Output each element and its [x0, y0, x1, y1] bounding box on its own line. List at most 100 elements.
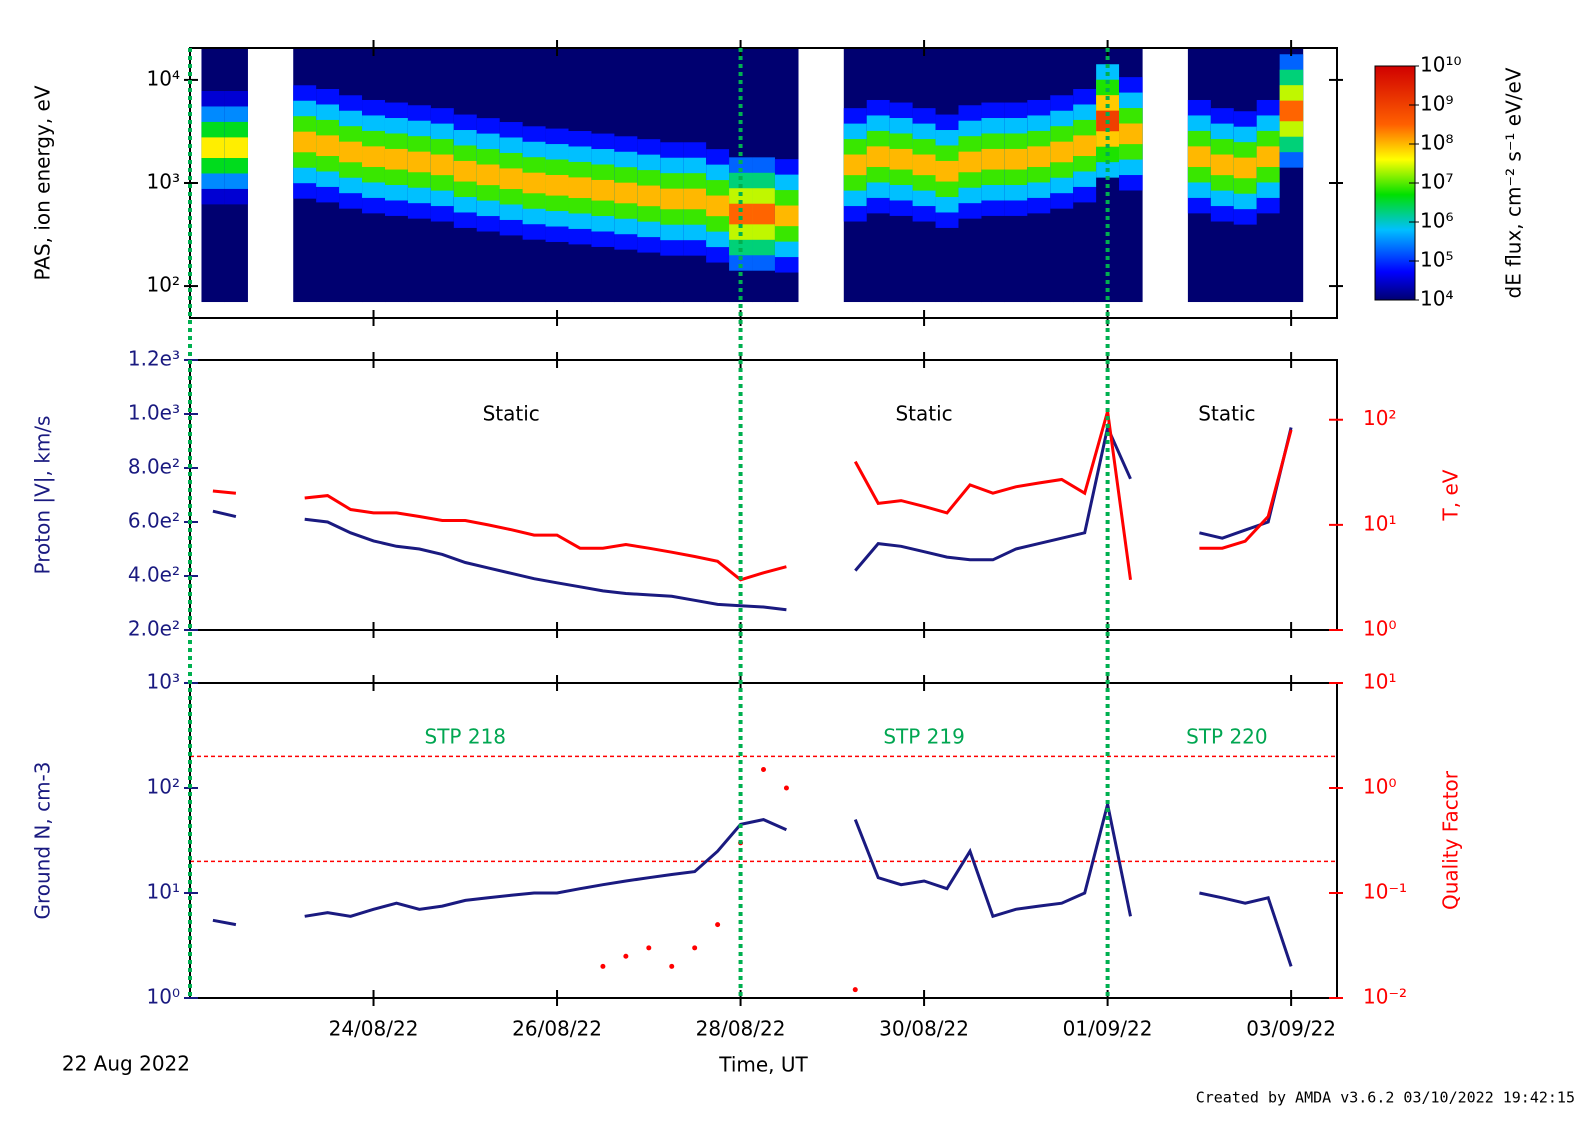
x-tick-label: 03/09/22	[1246, 1017, 1336, 1041]
colorbar-tick-label: 10⁵	[1420, 248, 1453, 272]
y-tick-label: 10⁰	[147, 985, 180, 1009]
spectrogram-column	[866, 48, 891, 303]
spectrogram-column	[1027, 48, 1051, 303]
spectrogram-column	[1073, 48, 1097, 303]
spectrogram-column	[660, 48, 684, 303]
annotation: Static	[1198, 402, 1255, 426]
point	[761, 767, 766, 773]
spectrogram-band	[1027, 146, 1051, 167]
spectrogram-column	[522, 48, 547, 303]
series-line	[212, 803, 1293, 967]
point	[646, 945, 652, 951]
colorbar-tick-label: 10⁹	[1420, 92, 1453, 116]
spectrogram-band	[1050, 141, 1074, 163]
spectrogram-column	[1210, 48, 1235, 303]
point	[669, 963, 675, 969]
spectrogram-band	[545, 174, 570, 196]
y2-tick-label: 10⁻²	[1363, 985, 1407, 1009]
colorbar	[1374, 65, 1416, 301]
spectrogram-column	[1004, 48, 1028, 303]
x-tick-label: 28/08/22	[696, 1017, 786, 1041]
spectrogram-band	[1004, 148, 1028, 170]
credit: Created by AMDA v3.6.2 03/10/2022 19:42:…	[1196, 1089, 1575, 1107]
spectrogram-band	[201, 137, 226, 159]
colorbar-tick-label: 10⁸	[1420, 131, 1453, 155]
spectrogram-column	[384, 48, 409, 303]
spectrogram-band	[1210, 154, 1235, 176]
y-tick-label: 2.0e²	[128, 617, 180, 641]
y-tick-label: 4.0e²	[128, 563, 180, 587]
spectrogram-band	[1119, 123, 1143, 145]
spectrogram-column	[293, 48, 317, 303]
y-axis-label: Ground N, cm-3	[31, 761, 55, 919]
spectrogram-column	[339, 48, 363, 303]
spectrogram-column	[224, 48, 248, 303]
x-tick-label: 01/09/22	[1063, 1017, 1153, 1041]
point	[783, 785, 789, 791]
y2-tick-label: 10⁰	[1363, 617, 1396, 641]
annotation: STP 220	[1186, 725, 1268, 749]
spectrogram-band	[866, 146, 891, 167]
spectrogram-band	[430, 154, 455, 176]
spectrogram-column	[568, 48, 593, 303]
point	[715, 922, 721, 928]
y-tick-label: 10⁴	[147, 66, 180, 90]
spectrogram-column	[614, 48, 638, 303]
x-tick-label: 30/08/22	[879, 1017, 969, 1041]
spectrogram-column	[1279, 48, 1304, 303]
spectrogram-band	[384, 148, 409, 170]
spectrogram-band	[1279, 100, 1304, 122]
spectrogram-column	[430, 48, 455, 303]
point	[692, 945, 698, 951]
spectrogram-band	[522, 172, 547, 194]
y2-axis-label: Quality Factor	[1439, 770, 1463, 910]
spectrogram-band	[935, 160, 960, 182]
spectrogram-column	[1256, 48, 1281, 303]
spectrogram-band	[1187, 146, 1212, 167]
spectrogram-band	[407, 151, 432, 173]
spectrogram-column	[201, 48, 226, 303]
spectrogram-band	[339, 141, 363, 163]
spectrogram-column	[958, 48, 983, 303]
point	[852, 987, 858, 993]
spectrogram-column	[774, 48, 799, 303]
spectrogram-column	[1096, 48, 1120, 303]
series-line	[212, 422, 1293, 612]
y-tick-label: 10³	[147, 169, 180, 193]
spectrogram-column	[912, 48, 937, 303]
spectrogram-band	[843, 154, 868, 176]
y-tick-label: 1.0e³	[128, 401, 180, 425]
y-tick-label: 10³	[147, 670, 180, 694]
spectrogram-column	[1050, 48, 1074, 303]
spectrogram-column	[591, 48, 615, 303]
y-tick-label: 6.0e²	[128, 509, 180, 533]
spectrogram-band	[316, 135, 340, 157]
annotation: STP 218	[425, 725, 507, 749]
spectrogram-column	[706, 48, 730, 303]
y2-axis-label: T, eV	[1439, 469, 1463, 521]
spectrogram-column	[545, 48, 570, 303]
y-axis-label: Proton |V|, km/s	[31, 416, 55, 575]
spectrogram-band	[591, 179, 615, 201]
spectrogram-band	[1233, 157, 1258, 179]
annotation: Static	[895, 402, 952, 426]
colorbar-tick-label: 10⁷	[1420, 170, 1453, 194]
spectrogram-column	[729, 48, 753, 303]
y2-tick-label: 10¹	[1363, 511, 1396, 535]
spectrogram-column	[499, 48, 524, 303]
y-tick-label: 1.2e³	[128, 347, 180, 371]
spectrogram-band	[774, 205, 799, 227]
spectrogram-column	[843, 48, 868, 303]
spectrogram-band	[453, 160, 478, 182]
spectrogram-band	[912, 154, 937, 176]
spectrogram-band	[224, 137, 248, 159]
spectrogram-column	[362, 48, 386, 303]
spectrogram-band	[981, 148, 1005, 170]
annotation: Static	[483, 402, 540, 426]
x-tick-label: 26/08/22	[512, 1017, 602, 1041]
spectrogram-band	[637, 185, 661, 207]
spectrogram-column	[683, 48, 707, 303]
y-tick-label: 10¹	[147, 880, 180, 904]
colorbar-tick-label: 10¹⁰	[1420, 53, 1461, 77]
